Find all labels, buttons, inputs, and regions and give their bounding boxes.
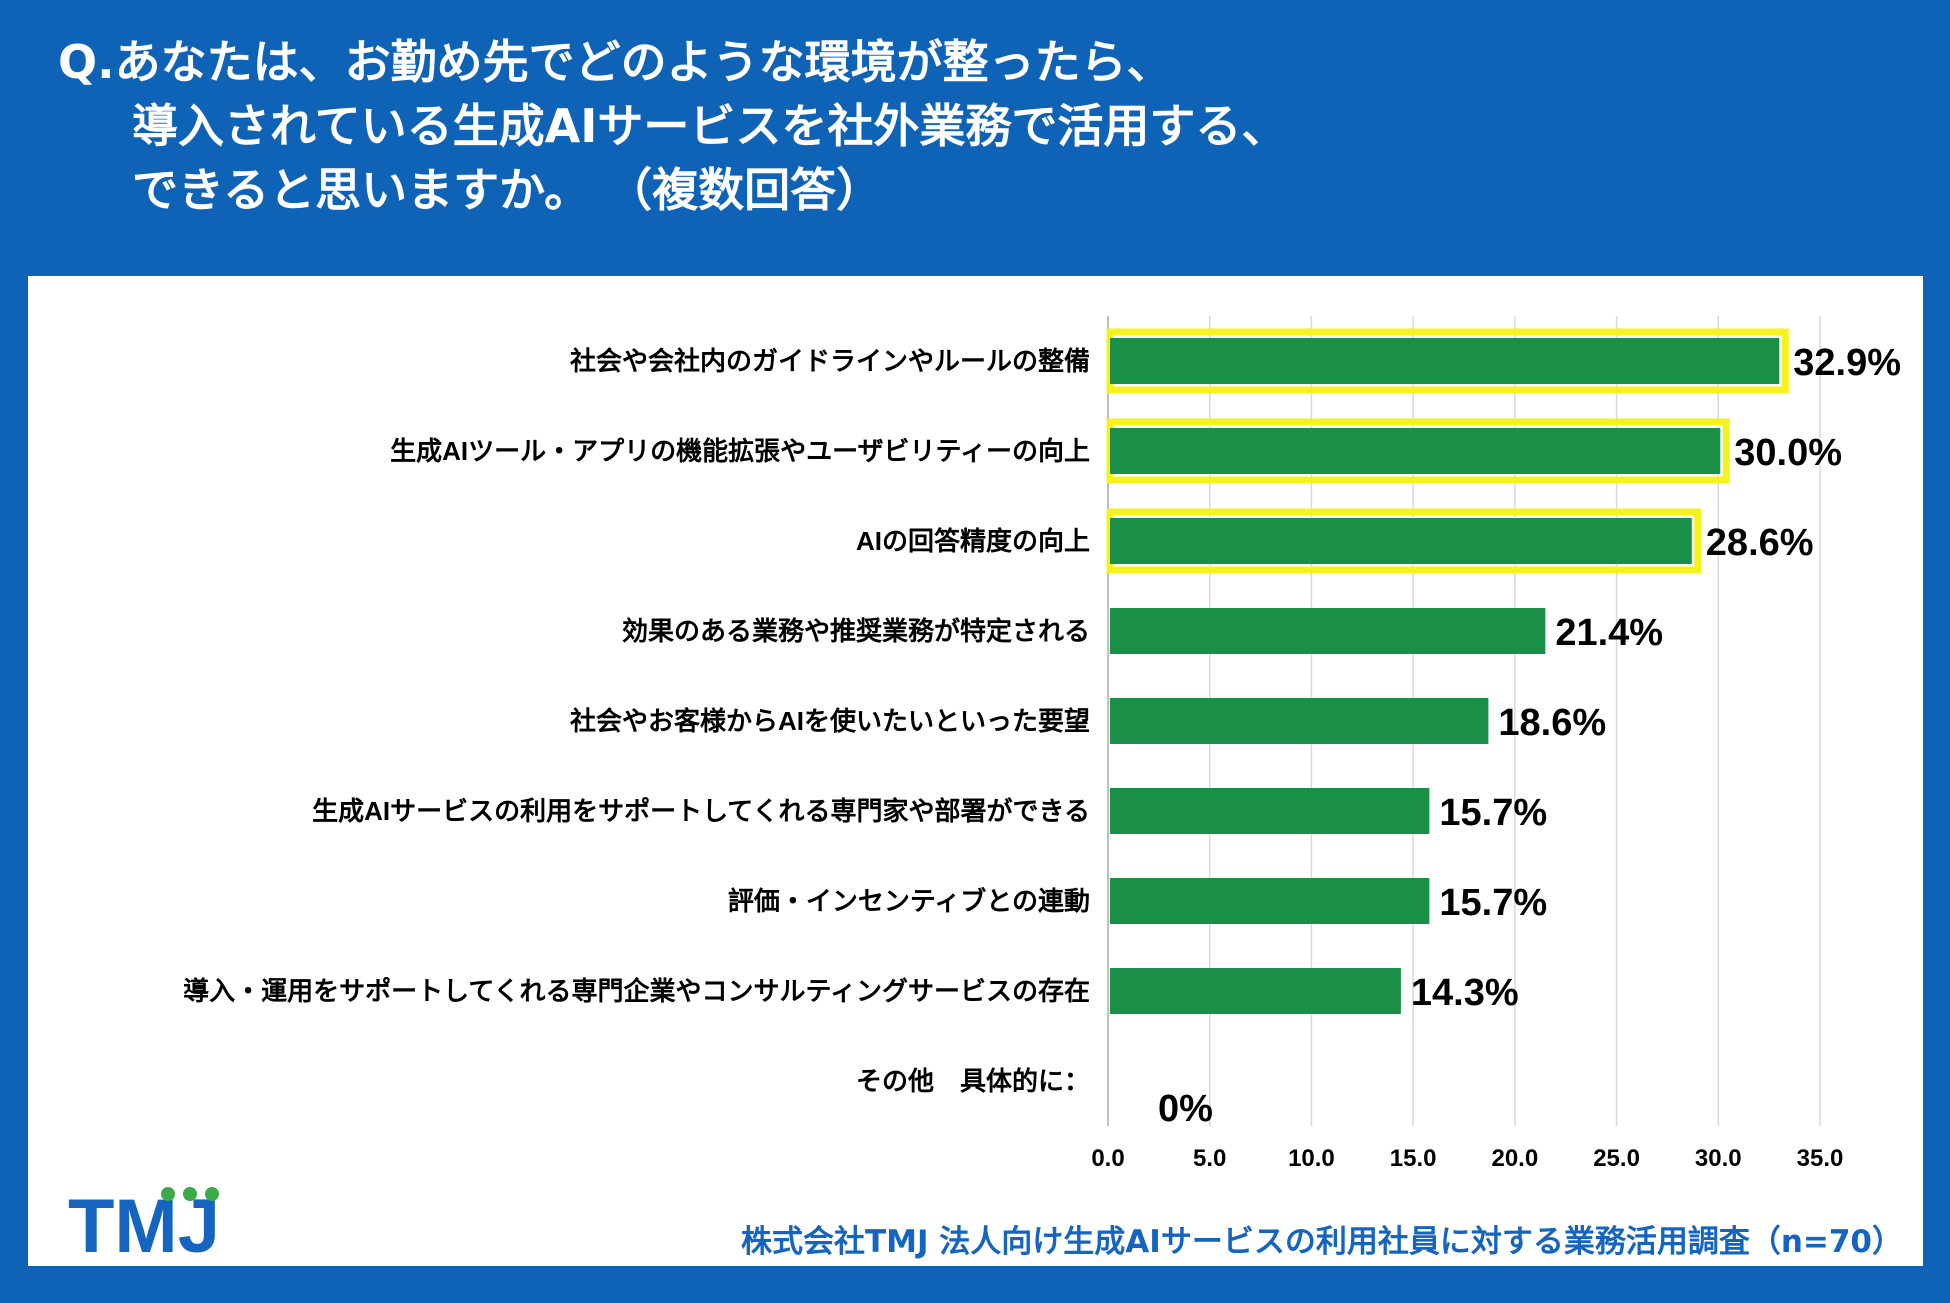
category-label: 導入・運用をサポートしてくれる専門企業やコンサルティングサービスの存在: [183, 976, 1090, 1006]
logo-dot-2-icon: [183, 1187, 197, 1201]
title-line-3: できると思いますか。 （複数回答）: [132, 163, 883, 217]
data-label: 15.7%: [1439, 792, 1547, 834]
x-tick-label: 20.0: [1491, 1145, 1538, 1172]
logo-text: TMJ: [68, 1184, 220, 1256]
bar: [1110, 698, 1489, 744]
x-tick-label: 5.0: [1193, 1145, 1226, 1172]
data-label: 0%: [1158, 1088, 1213, 1130]
category-label: AIの回答精度の向上: [856, 526, 1090, 556]
data-label: 15.7%: [1439, 882, 1547, 924]
title-line-2: 導入されている生成AIサービスを社外業務で活用する、: [132, 99, 1288, 153]
bar-chart: 社会や会社内のガイドラインやルールの整備 32.9% 生成AIツール・アプリの機能拡…: [183, 316, 1901, 1172]
category-label: 社会や会社内のガイドラインやルールの整備: [570, 346, 1090, 376]
x-tick-label: 30.0: [1695, 1145, 1742, 1172]
x-tick-label: 10.0: [1288, 1145, 1335, 1172]
bar: [1110, 338, 1780, 384]
data-label: 18.6%: [1498, 702, 1606, 744]
data-label: 32.9%: [1793, 342, 1901, 384]
source-note: 株式会社TMJ 法人向け生成AIサービスの利用社員に対する業務活用調査（n=70…: [740, 1224, 1903, 1260]
category-label: 生成AIツール・アプリの機能拡張やユーザビリティーの向上: [390, 436, 1090, 466]
category-label: 効果のある業務や推奨業務が特定される: [622, 616, 1090, 646]
logo-dot-3-icon: [205, 1187, 219, 1201]
category-label: その他 具体的に：: [856, 1066, 1090, 1096]
tmj-logo: TMJ: [68, 1184, 220, 1256]
data-label: 30.0%: [1734, 432, 1842, 474]
data-label: 28.6%: [1706, 522, 1814, 564]
chart-panel: 社会や会社内のガイドラインやルールの整備 32.9% 生成AIツール・アプリの機能拡…: [28, 276, 1923, 1266]
category-label: 評価・インセンティブとの連動: [728, 886, 1090, 916]
bar: [1110, 428, 1721, 474]
chart-title: Q.あなたは、お勤め先でどのような環境が整ったら、 導入されている生成AIサービ…: [58, 30, 1918, 222]
bar: [1110, 608, 1546, 654]
bar: [1110, 788, 1430, 834]
data-label: 14.3%: [1411, 972, 1519, 1014]
x-tick-label: 15.0: [1390, 1145, 1437, 1172]
bar: [1110, 968, 1401, 1014]
category-label: 生成AIサービスの利用をサポートしてくれる専門家や部署ができる: [312, 796, 1090, 826]
data-label: 21.4%: [1555, 612, 1663, 654]
x-tick-label: 0.0: [1091, 1145, 1124, 1172]
logo-dot-1-icon: [161, 1187, 175, 1201]
title-line-1: Q.あなたは、お勤め先でどのような環境が整ったら、: [58, 35, 1173, 89]
x-tick-label: 35.0: [1797, 1145, 1844, 1172]
x-tick-label: 25.0: [1593, 1145, 1640, 1172]
bar: [1110, 878, 1430, 924]
bar: [1110, 518, 1692, 564]
category-label: 社会やお客様からAIを使いたいといった要望: [570, 706, 1090, 736]
